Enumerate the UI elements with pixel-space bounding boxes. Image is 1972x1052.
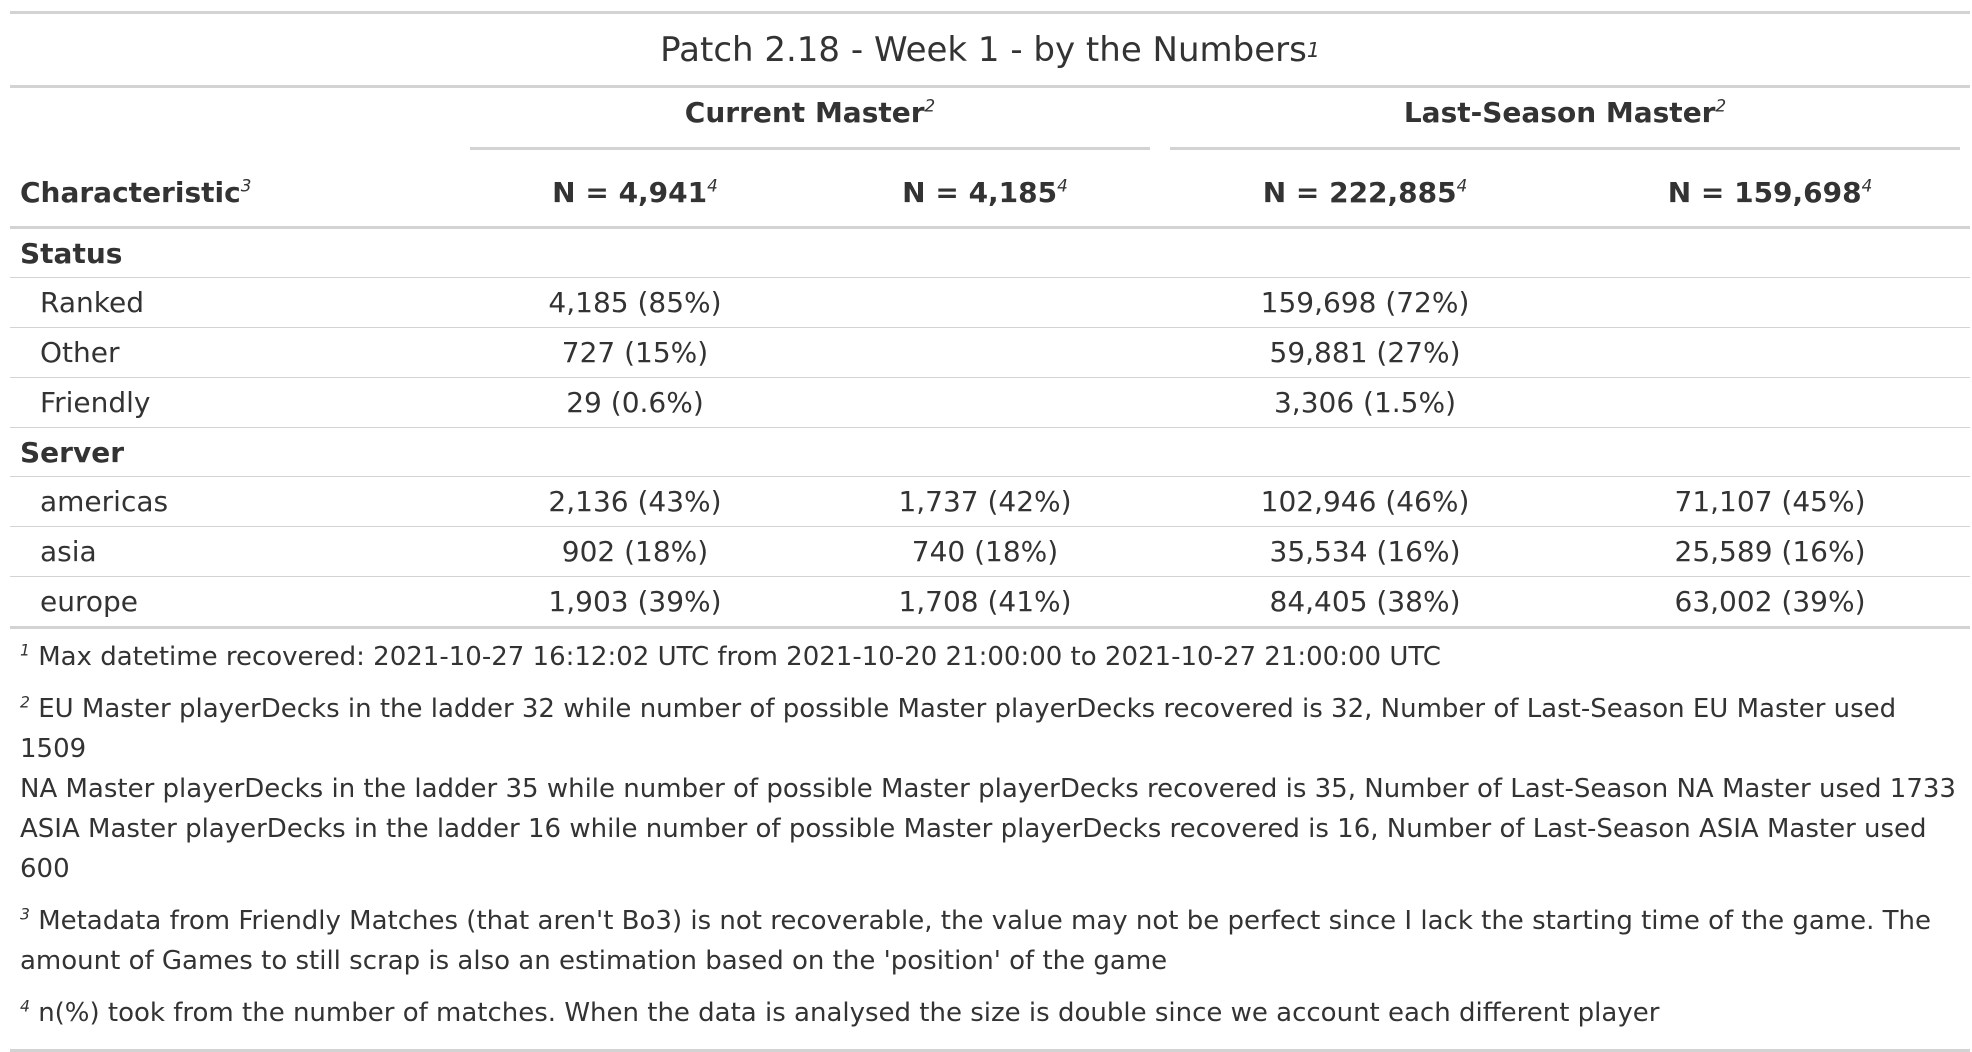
table-cell: 740 (18%)	[810, 526, 1161, 577]
column-header-4: N = 159,6984	[1570, 158, 1971, 229]
row-label: Ranked	[10, 277, 460, 328]
table-cell	[1570, 277, 1971, 328]
group-label: Status	[10, 227, 1971, 278]
table-cell: 1,737 (42%)	[810, 476, 1161, 527]
table-cell	[810, 277, 1161, 328]
table-cell	[810, 377, 1161, 428]
footnotes: 1 Max datetime recovered: 2021-10-27 16:…	[10, 629, 1970, 1052]
column-header-3: N = 222,8854	[1160, 158, 1571, 229]
column-header-2-ref: 4	[1057, 175, 1068, 196]
spanner-last-season-master-label: Last-Season Master	[1403, 96, 1716, 129]
footnote-2: 2 EU Master playerDecks in the ladder 32…	[20, 689, 1970, 889]
column-header-1-label: N = 4,941	[552, 175, 708, 209]
footnote-marker: 1	[20, 641, 30, 660]
footnote-text: EU Master playerDecks in the ladder 32 w…	[20, 694, 1897, 764]
footnote-text: ASIA Master playerDecks in the ladder 16…	[20, 814, 1927, 884]
column-header-4-ref: 4	[1861, 175, 1873, 196]
table-row: Friendly 29 (0.6%) 3,306 (1.5%)	[10, 377, 1971, 428]
table-row: europe 1,903 (39%) 1,708 (41%) 84,405 (3…	[10, 576, 1971, 629]
spanner-underline	[1170, 147, 1961, 150]
table-cell: 1,903 (39%)	[460, 576, 810, 629]
characteristic-label: Characteristic	[20, 175, 241, 209]
data-table: Current Master2 Last-Season Master2 Char…	[10, 88, 1971, 629]
column-header-2-label: N = 4,185	[902, 175, 1058, 209]
footnote-marker: 2	[20, 693, 30, 712]
row-label: Friendly	[10, 377, 460, 428]
footnote-line: 3 Metadata from Friendly Matches (that a…	[20, 901, 1970, 941]
table-cell: 3,306 (1.5%)	[1160, 377, 1571, 428]
spanner-current-master: Current Master2	[460, 88, 1160, 158]
table-cell	[810, 327, 1161, 378]
footnote-marker: 4	[20, 997, 30, 1016]
column-header-characteristic: Characteristic3	[10, 158, 460, 229]
table-row: americas 2,136 (43%) 1,737 (42%) 102,946…	[10, 476, 1971, 527]
column-header-2: N = 4,1854	[810, 158, 1161, 229]
summary-table: Patch 2.18 - Week 1 - by the Numbers 1 Cu…	[10, 11, 1971, 1052]
footnote-text: n(%) took from the number of matches. Wh…	[38, 998, 1660, 1028]
table-cell: 63,002 (39%)	[1570, 576, 1971, 629]
group-row-status: Status	[10, 227, 1971, 278]
footnote-line: 2 EU Master playerDecks in the ladder 32…	[20, 689, 1970, 769]
row-label: americas	[10, 476, 460, 527]
table-cell: 71,107 (45%)	[1570, 476, 1971, 527]
group-row-server: Server	[10, 427, 1971, 477]
footnote-1: 1 Max datetime recovered: 2021-10-27 16:…	[20, 637, 1970, 677]
footnote-text: Metadata from Friendly Matches (that are…	[38, 906, 1932, 936]
spanner-current-master-label: Current Master	[684, 96, 925, 129]
footnote-text: amount of Games to still scrap is also a…	[20, 946, 1168, 976]
table-cell: 35,534 (16%)	[1160, 526, 1571, 577]
column-header-3-label: N = 222,885	[1262, 175, 1457, 209]
table-cell: 159,698 (72%)	[1160, 277, 1571, 328]
table-cell	[1570, 377, 1971, 428]
characteristic-ref: 3	[240, 175, 252, 196]
row-label: europe	[10, 576, 460, 629]
column-header-1: N = 4,9414	[460, 158, 810, 229]
footnote-text: Max datetime recovered: 2021-10-27 16:12…	[38, 642, 1441, 672]
table-cell: 84,405 (38%)	[1160, 576, 1571, 629]
footnote-text: NA Master playerDecks in the ladder 35 w…	[20, 774, 1956, 804]
spanner-last-season-master-ref: 2	[1715, 95, 1727, 116]
table-title: Patch 2.18 - Week 1 - by the Numbers 1	[10, 14, 1970, 88]
table-cell: 59,881 (27%)	[1160, 327, 1571, 378]
footnote-4: 4 n(%) took from the number of matches. …	[20, 993, 1970, 1033]
table-cell: 29 (0.6%)	[460, 377, 810, 428]
table-row: Other 727 (15%) 59,881 (27%)	[10, 327, 1971, 378]
spanner-underline	[470, 147, 1151, 150]
row-label: asia	[10, 526, 460, 577]
spanner-last-season-master: Last-Season Master2	[1160, 88, 1970, 158]
table-row: Ranked 4,185 (85%) 159,698 (72%)	[10, 277, 1971, 328]
table-cell: 102,946 (46%)	[1160, 476, 1571, 527]
table-cell: 2,136 (43%)	[460, 476, 810, 527]
table-cell: 25,589 (16%)	[1570, 526, 1971, 577]
group-label: Server	[10, 427, 1971, 477]
footnote-line: 4 n(%) took from the number of matches. …	[20, 993, 1970, 1033]
table-cell	[1570, 327, 1971, 378]
column-header-3-ref: 4	[1456, 175, 1468, 196]
column-header-row: Characteristic3 N = 4,9414 N = 4,1854 N …	[10, 158, 1971, 229]
column-header-4-label: N = 159,698	[1667, 175, 1862, 209]
column-header-1-ref: 4	[707, 175, 718, 196]
table-cell: 902 (18%)	[460, 526, 810, 577]
table-title-text: Patch 2.18 - Week 1 - by the Numbers	[660, 29, 1307, 70]
spanner-row: Current Master2 Last-Season Master2	[10, 88, 1970, 158]
footnote-marker: 3	[20, 905, 30, 924]
footnote-3: 3 Metadata from Friendly Matches (that a…	[20, 901, 1970, 981]
footnote-line: 1 Max datetime recovered: 2021-10-27 16:…	[20, 637, 1970, 677]
row-label: Other	[10, 327, 460, 378]
table-cell: 727 (15%)	[460, 327, 810, 378]
spanner-current-master-ref: 2	[924, 95, 936, 116]
table-cell: 4,185 (85%)	[460, 277, 810, 328]
table-row: asia 902 (18%) 740 (18%) 35,534 (16%) 25…	[10, 526, 1971, 577]
table-cell: 1,708 (41%)	[810, 576, 1161, 629]
